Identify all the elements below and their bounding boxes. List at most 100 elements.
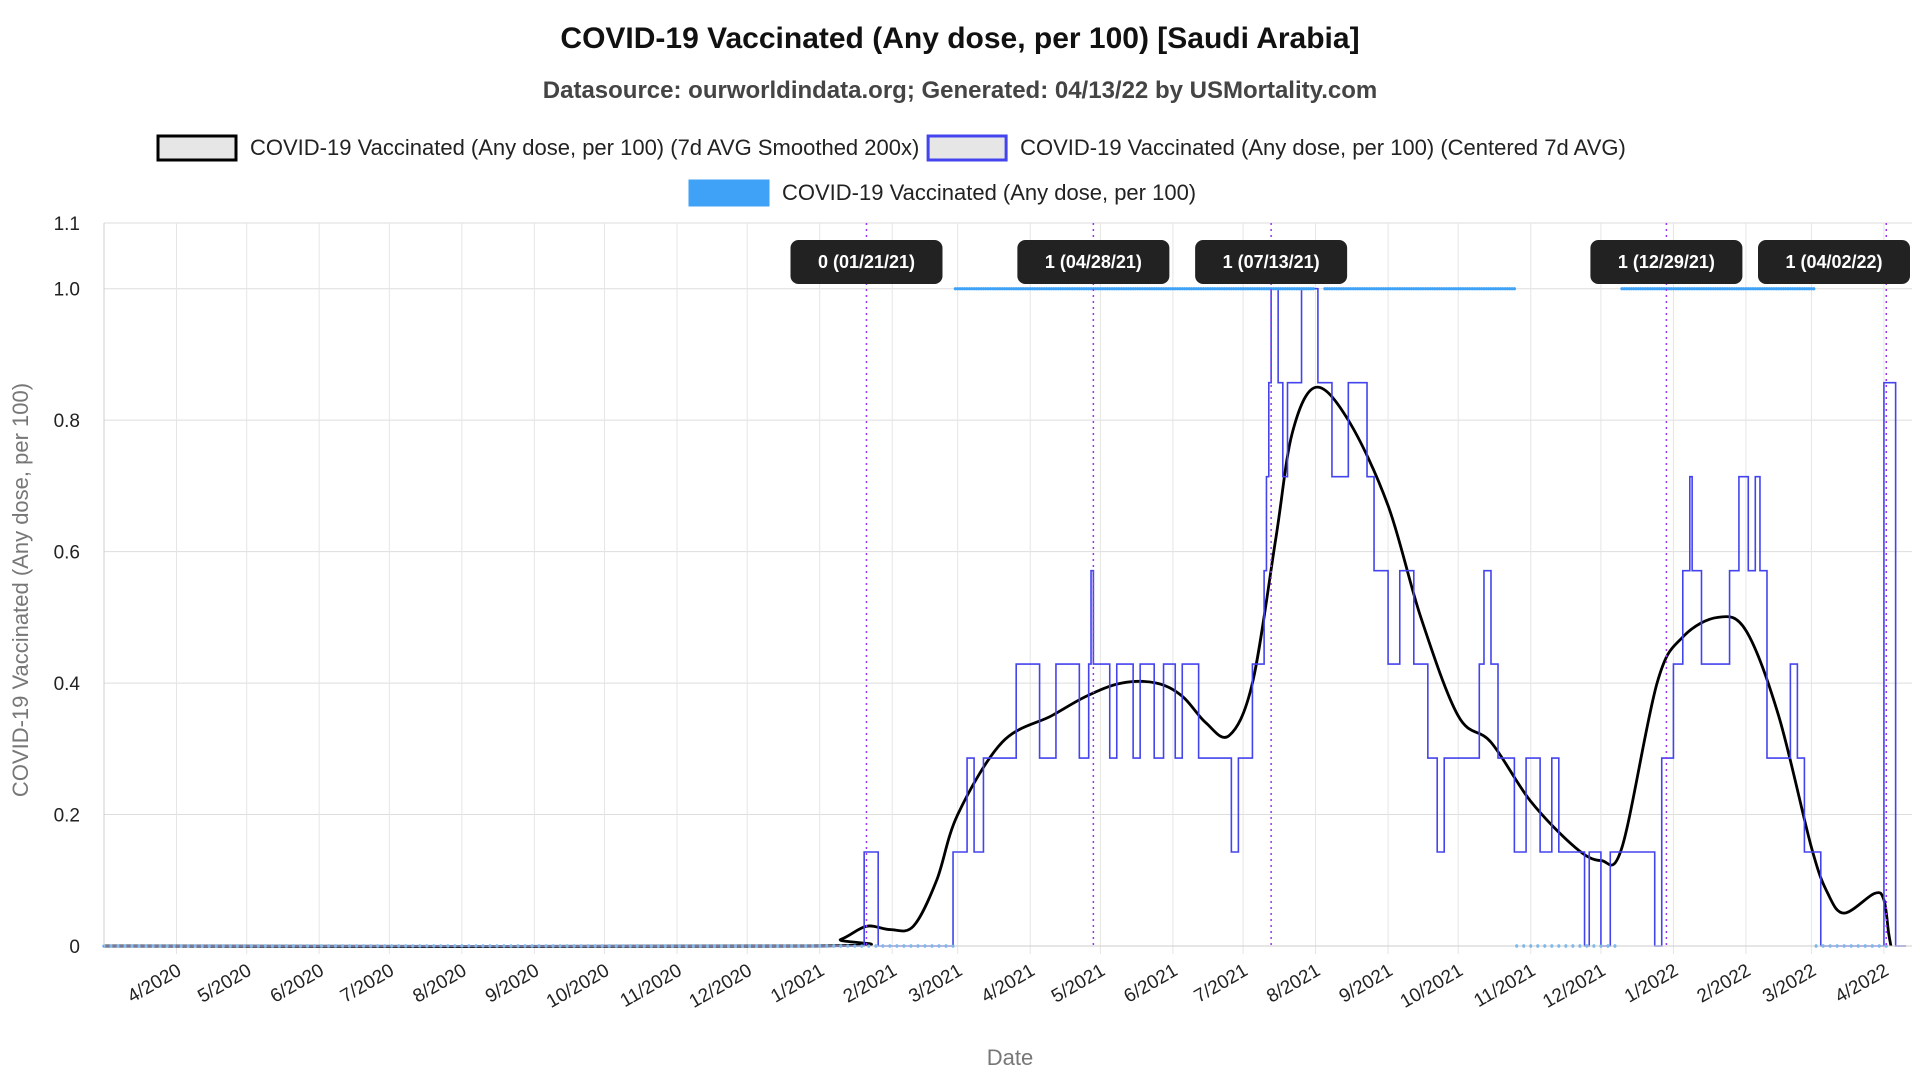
data-point [998,287,1002,291]
data-point [1019,287,1023,291]
x-tick-label: 7/2020 [337,960,398,1007]
legend-swatch [688,179,770,207]
data-point [1734,287,1739,291]
y-tick-label: 0.8 [54,411,80,432]
data-point [1491,287,1495,291]
data-point [995,287,1000,291]
data-point [1295,287,1299,291]
data-point [1414,287,1418,291]
data-point [1386,287,1390,291]
data-point [984,287,988,291]
data-point [953,287,957,291]
series-line-smoothed [103,385,1893,948]
data-point [1692,287,1697,291]
data-point [1498,287,1502,291]
data-point [1103,287,1107,291]
data-point [1098,287,1102,291]
data-point [1487,287,1491,291]
data-point [1236,287,1240,291]
data-point [1791,287,1795,291]
legend-label: COVID-19 Vaccinated (Any dose, per 100) … [250,135,919,160]
data-point [1131,287,1135,291]
data-point [1115,287,1119,291]
data-point [1091,287,1095,291]
data-point [1152,287,1156,291]
data-point [991,287,995,291]
data-point [1234,287,1238,291]
data-point [1136,287,1140,291]
grid [104,222,1912,954]
data-point [1749,287,1753,291]
data-point [1629,287,1633,291]
data-point [1040,287,1044,291]
data-point [1753,287,1757,291]
data-point [1501,287,1505,291]
data-point [1260,287,1264,291]
data-point [1473,287,1477,291]
data-point [970,287,974,291]
data-point [986,287,990,291]
data-point [1690,287,1694,291]
data-point [1232,287,1236,291]
data-point [1168,287,1173,291]
data-point [1367,287,1371,291]
data-point [1218,287,1222,291]
data-point [1271,287,1276,291]
data-point [958,287,962,291]
data-point [1648,287,1652,291]
data-point [1723,287,1727,291]
data-point [1028,287,1032,291]
data-point [1220,287,1224,291]
data-point [1433,287,1437,291]
data-point [1475,287,1479,291]
data-point [1625,287,1629,291]
data-point [979,287,983,291]
data-point [1709,287,1713,291]
data-point [1365,287,1369,291]
data-point [1082,287,1086,291]
chart-subtitle: Datasource: ourworldindata.org; Generate… [543,77,1377,104]
data-point [1398,287,1402,291]
x-tick-label: 5/2021 [1048,960,1109,1007]
data-point [1248,287,1252,291]
data-point [1716,287,1720,291]
y-tick-label: 0.4 [54,674,81,695]
data-point [1030,287,1035,291]
data-point [1037,287,1042,291]
legend-swatch [156,134,238,162]
data-point [1426,287,1430,291]
data-point [1199,287,1203,291]
data-point [1421,287,1425,291]
data-point [1641,287,1645,291]
data-point [1283,287,1287,291]
data-point [1405,287,1409,291]
data-point [1171,287,1175,291]
x-tick-label: 9/2021 [1336,960,1397,1007]
data-point [1732,287,1736,291]
y-axis-title: COVID-19 Vaccinated (Any dose, per 100) [8,383,33,797]
data-point [1353,287,1357,291]
data-point [1795,287,1799,291]
data-point [1805,287,1809,291]
data-point [1337,287,1341,291]
data-point [1105,287,1110,291]
data-point [1285,287,1290,291]
data-point [1101,287,1105,291]
data-point [1765,287,1769,291]
data-point [1646,287,1650,291]
data-point [1678,287,1683,291]
x-tick-label: 6/2021 [1121,960,1182,1007]
data-point [1360,287,1364,291]
x-tick-label: 3/2021 [905,960,966,1007]
data-point [972,287,976,291]
data-point [1349,287,1353,291]
data-point [1381,287,1385,291]
data-point [1346,287,1350,291]
data-point [1016,287,1021,291]
data-point [1325,287,1329,291]
data-point [1388,287,1393,291]
data-point [1084,287,1088,291]
annotation-label: 1 (04/28/21) [1045,252,1142,272]
data-point [1739,287,1743,291]
data-point [1772,287,1776,291]
